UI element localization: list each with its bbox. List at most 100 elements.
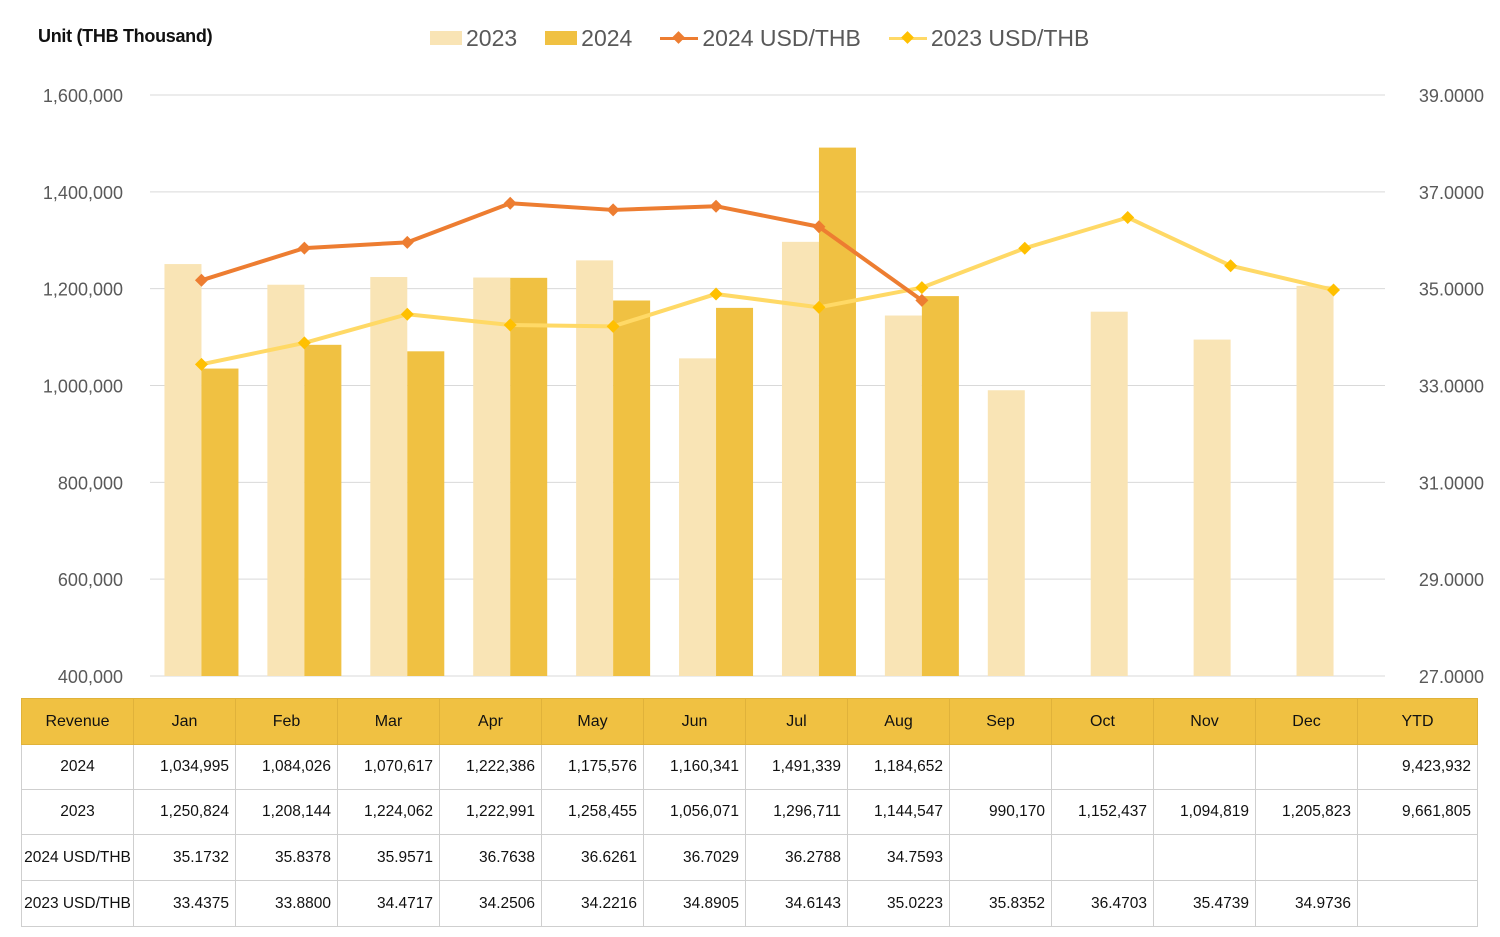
table-cell: 990,170 [949,789,1052,835]
table-header-nov: Nov [1153,698,1256,745]
table-cell [1153,834,1256,881]
bar-2024-jan [201,368,239,676]
bar-2023-mar [370,277,408,676]
table-header-oct: Oct [1051,698,1154,745]
point-2024-usdthb-aug [915,293,929,307]
table-cell: 35.0223 [847,880,950,927]
table-cell: 9,661,805 [1357,789,1478,835]
table-cell: 35.8352 [949,880,1052,927]
table-cell: 1,296,711 [745,789,848,835]
y-tick-label: 1,400,000 [43,183,123,203]
table-cell [1051,834,1154,881]
table-cell: 1,250,824 [133,789,236,835]
point-2023-usdthb-mar [400,307,414,321]
point-2023-usdthb-dec [1327,283,1341,297]
bar-2023-sep [987,390,1025,676]
bar-2024-may [613,300,651,676]
y2-tick-label: 27.0000 [1419,667,1484,687]
table-cell: 34.2506 [439,880,542,927]
revenue-table: Revenue Jan Feb Mar Apr May Jun Jul Aug Sep Oct Nov… [21,698,1478,927]
y2-tick-label: 39.0000 [1419,86,1484,106]
table-cell [1051,744,1154,790]
table-cell: 36.2788 [745,834,848,881]
table-cell [1255,744,1358,790]
y-tick-label: 1,600,000 [43,86,123,106]
table-header-apr: Apr [439,698,542,745]
chart-legend: 2023 2024 2024 USD/THB 2023 USD/THB [430,24,1117,52]
y2-tick-label: 31.0000 [1419,473,1484,493]
bar-2024-jun [716,307,754,676]
table-cell: 34.6143 [745,880,848,927]
legend-item-2024-usdthb: 2024 USD/THB [660,25,861,52]
table-cell: 33.4375 [133,880,236,927]
legend-item-2023: 2023 [430,25,517,52]
table-header-row: Revenue Jan Feb Mar Apr May Jun Jul Aug Sep Oct Nov… [21,698,1478,745]
table-cell: 35.1732 [133,834,236,881]
point-2023-usdthb-jan [194,357,208,371]
table-cell: 1,222,991 [439,789,542,835]
line-2023-usdthb [201,215,1334,367]
legend-label-2023-usdthb: 2023 USD/THB [930,24,1090,51]
table-header-may: May [541,698,644,745]
table-cell: 36.6261 [541,834,644,881]
table-cell: 1,205,823 [1255,789,1358,835]
point-2023-usdthb-sep [1018,241,1032,255]
table-header-sep: Sep [949,698,1052,745]
table-cell: 34.2216 [541,880,644,927]
y2-tick-label: 33.0000 [1419,377,1484,397]
table-cell [1357,834,1478,881]
table-cell: 9,423,932 [1357,744,1478,790]
table-cell: 35.4739 [1153,880,1256,927]
bar-2023-jun [679,358,717,676]
legend-item-2024: 2024 [545,25,632,52]
table-cell: 1,084,026 [235,744,338,790]
y2-tick-label: 35.0000 [1419,280,1484,300]
table-cell: 34.7593 [847,834,950,881]
bar-2023-nov [1193,339,1231,676]
point-2023-usdthb-jun [709,287,723,301]
legend-swatch-2024 [545,31,578,45]
bar-2023-jul [781,241,819,677]
unit-label: Unit (THB Thousand) [38,26,213,46]
row-label: 2023 USD/THB [21,880,134,927]
bar-2023-aug [884,315,922,676]
bar-2024-mar [407,351,445,676]
point-2024-usdthb-jul [812,220,826,234]
table-cell [1255,834,1358,881]
point-2024-usdthb-feb [297,241,311,255]
point-2023-usdthb-oct [1121,210,1135,224]
bar-2024-feb [304,344,342,676]
table-cell: 1,224,062 [337,789,440,835]
table-cell: 35.8378 [235,834,338,881]
legend-label-2024: 2024 [581,24,633,51]
table-cell: 1,070,617 [337,744,440,790]
table-row: 2023 1,250,824 1,208,144 1,224,062 1,222,991… [21,789,1478,835]
bar-2024-jul [818,147,856,676]
revenue-chart: 400,000 600,000 800,000 1,000,000 1,200,000 1… [43,86,1484,687]
table-cell: 34.8905 [643,880,746,927]
y-tick-label: 1,200,000 [43,280,123,300]
table-cell: 1,094,819 [1153,789,1256,835]
table-cell: 36.4703 [1051,880,1154,927]
table-cell: 1,491,339 [745,744,848,790]
point-2024-usdthb-may [606,203,620,217]
bar-2023-dec [1296,285,1334,676]
legend-item-2023-usdthb: 2023 USD/THB [888,24,1090,52]
line-2024-usdthb [200,201,924,302]
table-cell: 1,208,144 [235,789,338,835]
table-row: 2023 USD/THB 33.4375 33.8800 34.4717 34.2506… [21,880,1478,927]
legend-swatch-2023 [430,31,462,45]
point-2023-usdthb-feb [297,336,311,350]
y2-tick-label: 29.0000 [1419,570,1484,590]
legend-label-2024-usdthb: 2024 USD/THB [702,24,861,51]
y-tick-label: 600,000 [58,570,123,590]
table-cell: 34.4717 [337,880,440,927]
point-2024-usdthb-jan [194,273,208,287]
table-cell: 1,152,437 [1051,789,1154,835]
table-cell: 36.7638 [439,834,542,881]
row-label: 2024 USD/THB [21,834,134,881]
table-row: 2024 USD/THB 35.1732 35.8378 35.9571 36.7638… [21,834,1478,881]
table-cell: 35.9571 [337,834,440,881]
table-cell: 1,258,455 [541,789,644,835]
bar-2023-may [576,260,614,676]
